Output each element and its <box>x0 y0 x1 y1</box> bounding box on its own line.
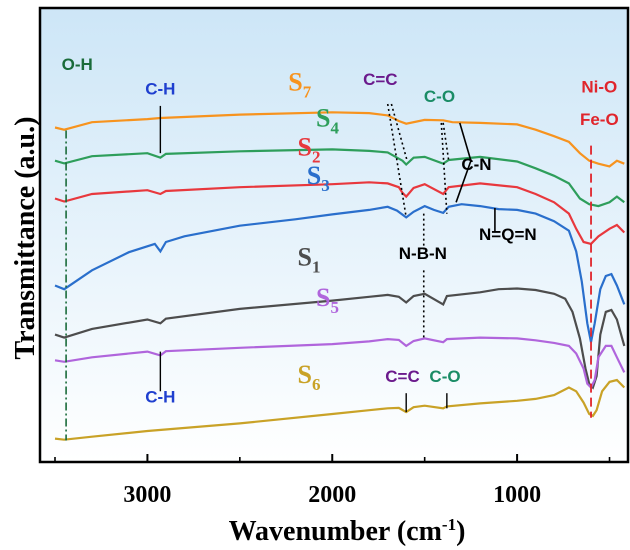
series-line-s6 <box>54 378 626 441</box>
series-label-s6: S6 <box>298 360 321 394</box>
annotation-o-h: O-H <box>62 55 93 74</box>
annotation-c-o: C-O <box>429 367 460 386</box>
co-link-line-2 <box>442 122 450 161</box>
series-line-s4 <box>54 148 625 208</box>
series-label-s3: S3 <box>307 161 330 195</box>
x-axis-title-sup: -1 <box>442 515 456 534</box>
x-axis-ticks: 3000 2000 1000 <box>54 454 611 508</box>
annotation-c-c: C=C <box>363 70 397 89</box>
x-tick-label-2000: 2000 <box>308 482 356 508</box>
series-label-s5: S5 <box>316 283 339 317</box>
annotation-c-h: C-H <box>145 80 175 99</box>
series-label-subscript: 2 <box>312 148 321 167</box>
series-label-letter: S <box>307 161 321 190</box>
series-label-subscript: 3 <box>321 176 330 195</box>
annotation-n-b-n: N-B-N <box>399 244 447 263</box>
annotation-c-n: C-N <box>461 155 491 174</box>
annotation-n-q-n: N=Q=N <box>479 225 537 244</box>
series-layer <box>54 111 626 441</box>
y-axis-title: Transmittance (a.u.) <box>10 117 41 360</box>
series-label-letter: S <box>298 243 312 272</box>
series-label-s4: S4 <box>316 104 339 138</box>
series-line-s5 <box>54 336 626 390</box>
annotation-c-h: C-H <box>145 388 175 407</box>
x-tick-label-3000: 3000 <box>123 482 171 508</box>
x-axis-title-main: Wavenumber (cm <box>229 516 442 547</box>
annotation-ni-o: Ni-O <box>581 78 617 97</box>
annotation-c-c: C=C <box>385 367 419 386</box>
x-tick-label-1000: 1000 <box>493 482 541 508</box>
series-label-letter: S <box>316 283 330 312</box>
x-axis-title-end: ) <box>456 516 465 547</box>
series-label-letter: S <box>298 360 312 389</box>
series-label-subscript: 7 <box>303 82 312 101</box>
x-axis-title: Wavenumber (cm-1) <box>229 515 466 547</box>
series-label-s1: S1 <box>298 243 321 277</box>
plot-background <box>40 8 628 462</box>
series-label-letter: S <box>298 133 312 162</box>
annotation-layer: O-H C-H C=C C-O C-N N=Q=N N-B-N Ni-O Fe-O C-H C=C C… <box>62 55 619 441</box>
series-label-subscript: 6 <box>312 375 321 394</box>
series-label-subscript: 5 <box>330 298 339 317</box>
cc-link-line-1 <box>386 103 407 218</box>
series-label-s2: S2 <box>298 133 321 167</box>
series-label-subscript: 4 <box>330 119 339 138</box>
plot-frame <box>38 6 630 464</box>
series-label-s7: S7 <box>288 67 311 101</box>
series-line-s2 <box>54 181 626 246</box>
co-link-line-1 <box>440 122 448 214</box>
annotation-c-o: C-O <box>424 87 455 106</box>
series-label-subscript: 1 <box>312 258 321 277</box>
cn-pointer-line-2 <box>455 160 472 203</box>
series-label-letter: S <box>288 67 302 96</box>
series-label-letter: S <box>316 104 330 133</box>
cn-pointer-line-1 <box>459 122 472 161</box>
annotation-fe-o: Fe-O <box>580 110 619 129</box>
